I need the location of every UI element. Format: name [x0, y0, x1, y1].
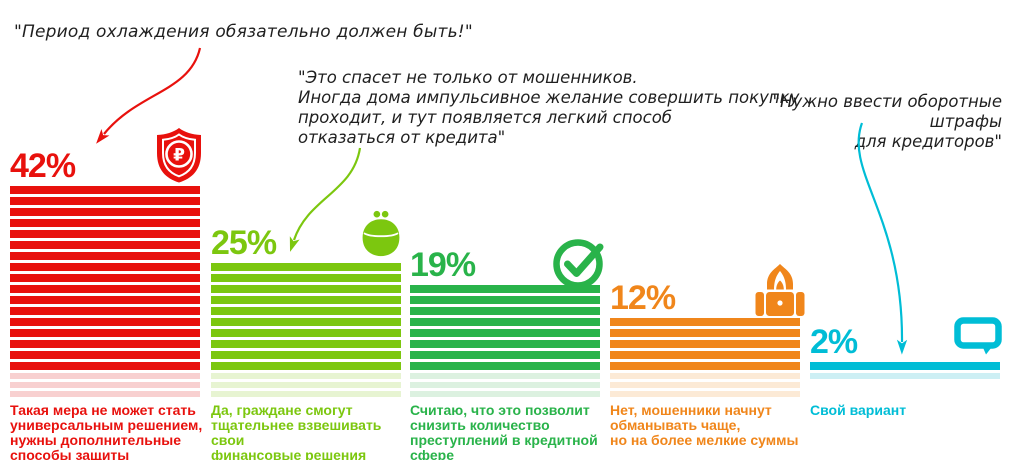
bar-4-reflection	[610, 373, 800, 397]
bar-5-caption: Свой вариант	[810, 402, 907, 418]
bar-5-reflection	[810, 373, 1000, 379]
bar-3-caption: Считаю, что это позволит снизить количес…	[410, 402, 598, 460]
check-circle-icon	[552, 236, 606, 290]
bar-2-percent: 25%	[211, 224, 277, 262]
bar-1-column	[10, 186, 200, 370]
bar-5-column	[810, 362, 1000, 370]
bar-2-reflection	[211, 373, 401, 397]
bar-4-caption: Нет, мошенники начнут обманывать чаще, н…	[610, 402, 799, 448]
bar-1-caption: Такая мера не может стать универсальным …	[10, 402, 203, 460]
bar-3-reflection	[410, 373, 600, 397]
coin-purse-icon	[358, 210, 404, 258]
bar-2-column	[211, 263, 401, 370]
cyan-arrow	[857, 122, 908, 355]
shield-ruble-icon: ₽	[155, 127, 203, 183]
quote-saves-from-fraudsters: "Это спасет не только от мошенников. Ино…	[298, 68, 800, 147]
bar-3-percent: 19%	[410, 246, 476, 284]
speech-bubble-icon	[954, 317, 1002, 355]
green-arrow	[289, 147, 362, 252]
bar-4-percent: 12%	[610, 279, 676, 317]
quote-cooling-period-must-exist: "Период охлаждения обязательно должен бы…	[14, 22, 473, 42]
bar-5-percent: 2%	[810, 323, 858, 361]
fraudster-hood-icon	[755, 264, 805, 316]
quote-turnover-fines: "Нужно ввести оборотные штрафы для креди…	[772, 92, 1002, 151]
bar-4-column	[610, 318, 800, 370]
svg-text:₽: ₽	[173, 146, 185, 166]
bar-2-caption: Да, граждане смогут тщательнее взвешиват…	[211, 402, 382, 460]
bar-3-column	[410, 285, 600, 370]
red-arrow	[96, 47, 202, 144]
bar-1-reflection	[10, 373, 200, 397]
bar-1-percent: 42%	[10, 147, 76, 185]
